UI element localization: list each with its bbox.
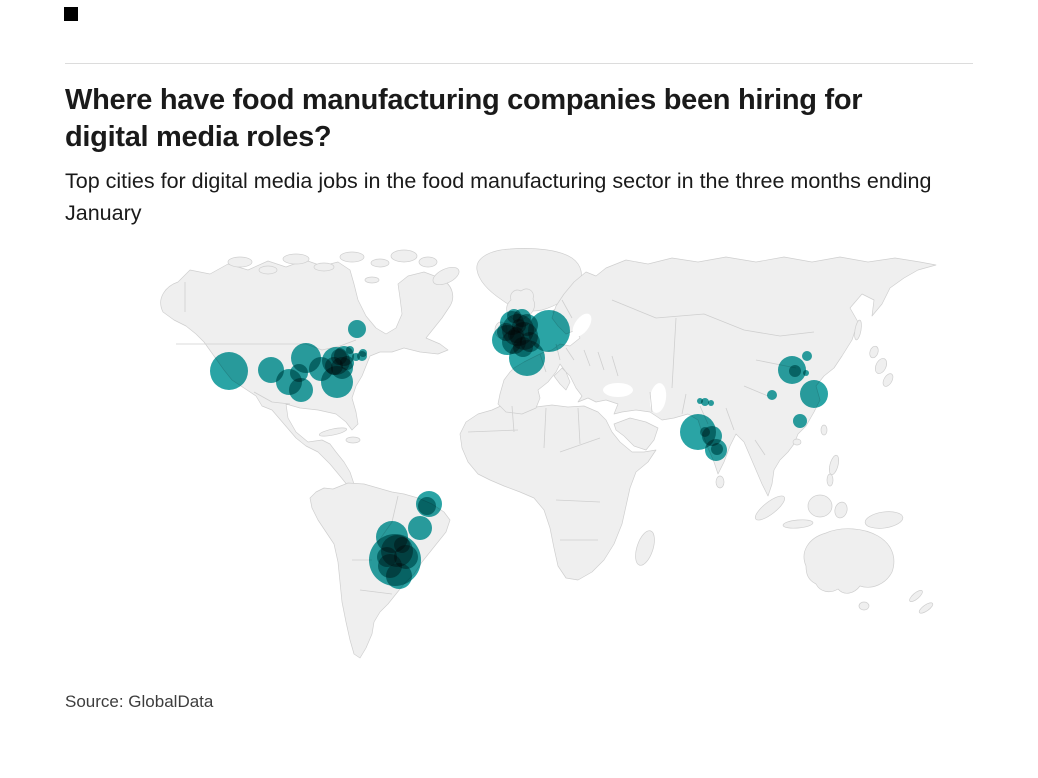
- city-bubble[interactable]: [378, 554, 402, 578]
- arctic-island: [390, 249, 418, 263]
- sumatra: [754, 495, 786, 521]
- city-bubble[interactable]: [697, 398, 703, 404]
- sulawesi: [834, 501, 848, 519]
- city-bubble[interactable]: [348, 320, 366, 338]
- borneo: [807, 494, 833, 518]
- city-bubble[interactable]: [325, 357, 343, 375]
- cuba: [318, 427, 348, 437]
- baltic-sea: [572, 313, 592, 337]
- sakhalin: [854, 319, 862, 341]
- city-bubble[interactable]: [408, 516, 432, 540]
- city-bubble[interactable]: [800, 380, 828, 408]
- city-bubble[interactable]: [701, 398, 709, 406]
- source-note: Source: GlobalData: [65, 692, 214, 711]
- city-bubble[interactable]: [507, 309, 521, 323]
- city-bubble[interactable]: [394, 537, 410, 553]
- city-bubble[interactable]: [210, 352, 248, 390]
- landmass-arabia: [613, 417, 659, 451]
- caspian-sea: [649, 383, 667, 413]
- arctic-island: [313, 262, 335, 272]
- header-divider: [65, 63, 973, 64]
- city-bubble[interactable]: [290, 364, 308, 382]
- city-bubble[interactable]: [793, 414, 807, 428]
- arctic-island: [282, 253, 310, 265]
- landmass-africa: [459, 402, 657, 581]
- japan-island: [869, 345, 879, 359]
- arctic-island: [227, 256, 253, 268]
- tasmania: [858, 601, 870, 611]
- city-bubble[interactable]: [418, 497, 436, 515]
- japan-island: [874, 358, 888, 374]
- sri-lanka: [715, 475, 725, 489]
- page-subtitle: Top cities for digital media jobs in the…: [65, 169, 932, 225]
- japan-island: [882, 373, 894, 387]
- city-bubble[interactable]: [711, 443, 723, 455]
- brand-logo-square: [64, 7, 78, 21]
- hainan: [792, 438, 802, 446]
- landmass-australia: [803, 528, 895, 594]
- city-bubble[interactable]: [700, 427, 710, 437]
- city-bubble[interactable]: [352, 353, 360, 361]
- arctic-island: [370, 258, 390, 268]
- taiwan: [820, 424, 828, 436]
- city-bubble[interactable]: [708, 400, 714, 406]
- city-bubble[interactable]: [340, 356, 354, 370]
- black-sea: [603, 383, 633, 397]
- arctic-island: [418, 256, 438, 268]
- hispaniola: [345, 436, 361, 444]
- philippines: [826, 473, 834, 487]
- arctic-island: [339, 251, 365, 263]
- page-title: Where have food manufacturing companies …: [65, 84, 863, 153]
- madagascar: [635, 530, 655, 566]
- landmass-eurasia: [497, 256, 937, 497]
- new-zealand-north: [909, 590, 923, 602]
- city-bubble[interactable]: [803, 370, 809, 376]
- new-zealand-south: [918, 602, 934, 614]
- city-bubble[interactable]: [289, 378, 313, 402]
- arctic-island: [364, 276, 380, 284]
- city-bubble[interactable]: [789, 365, 801, 377]
- baffin-island: [432, 266, 460, 286]
- arctic-island: [258, 265, 278, 275]
- city-bubble[interactable]: [513, 337, 533, 357]
- city-bubble[interactable]: [767, 390, 777, 400]
- city-bubble[interactable]: [346, 346, 354, 354]
- new-guinea: [864, 511, 904, 529]
- java: [782, 519, 814, 529]
- city-bubble[interactable]: [802, 351, 812, 361]
- city-bubble[interactable]: [359, 349, 367, 357]
